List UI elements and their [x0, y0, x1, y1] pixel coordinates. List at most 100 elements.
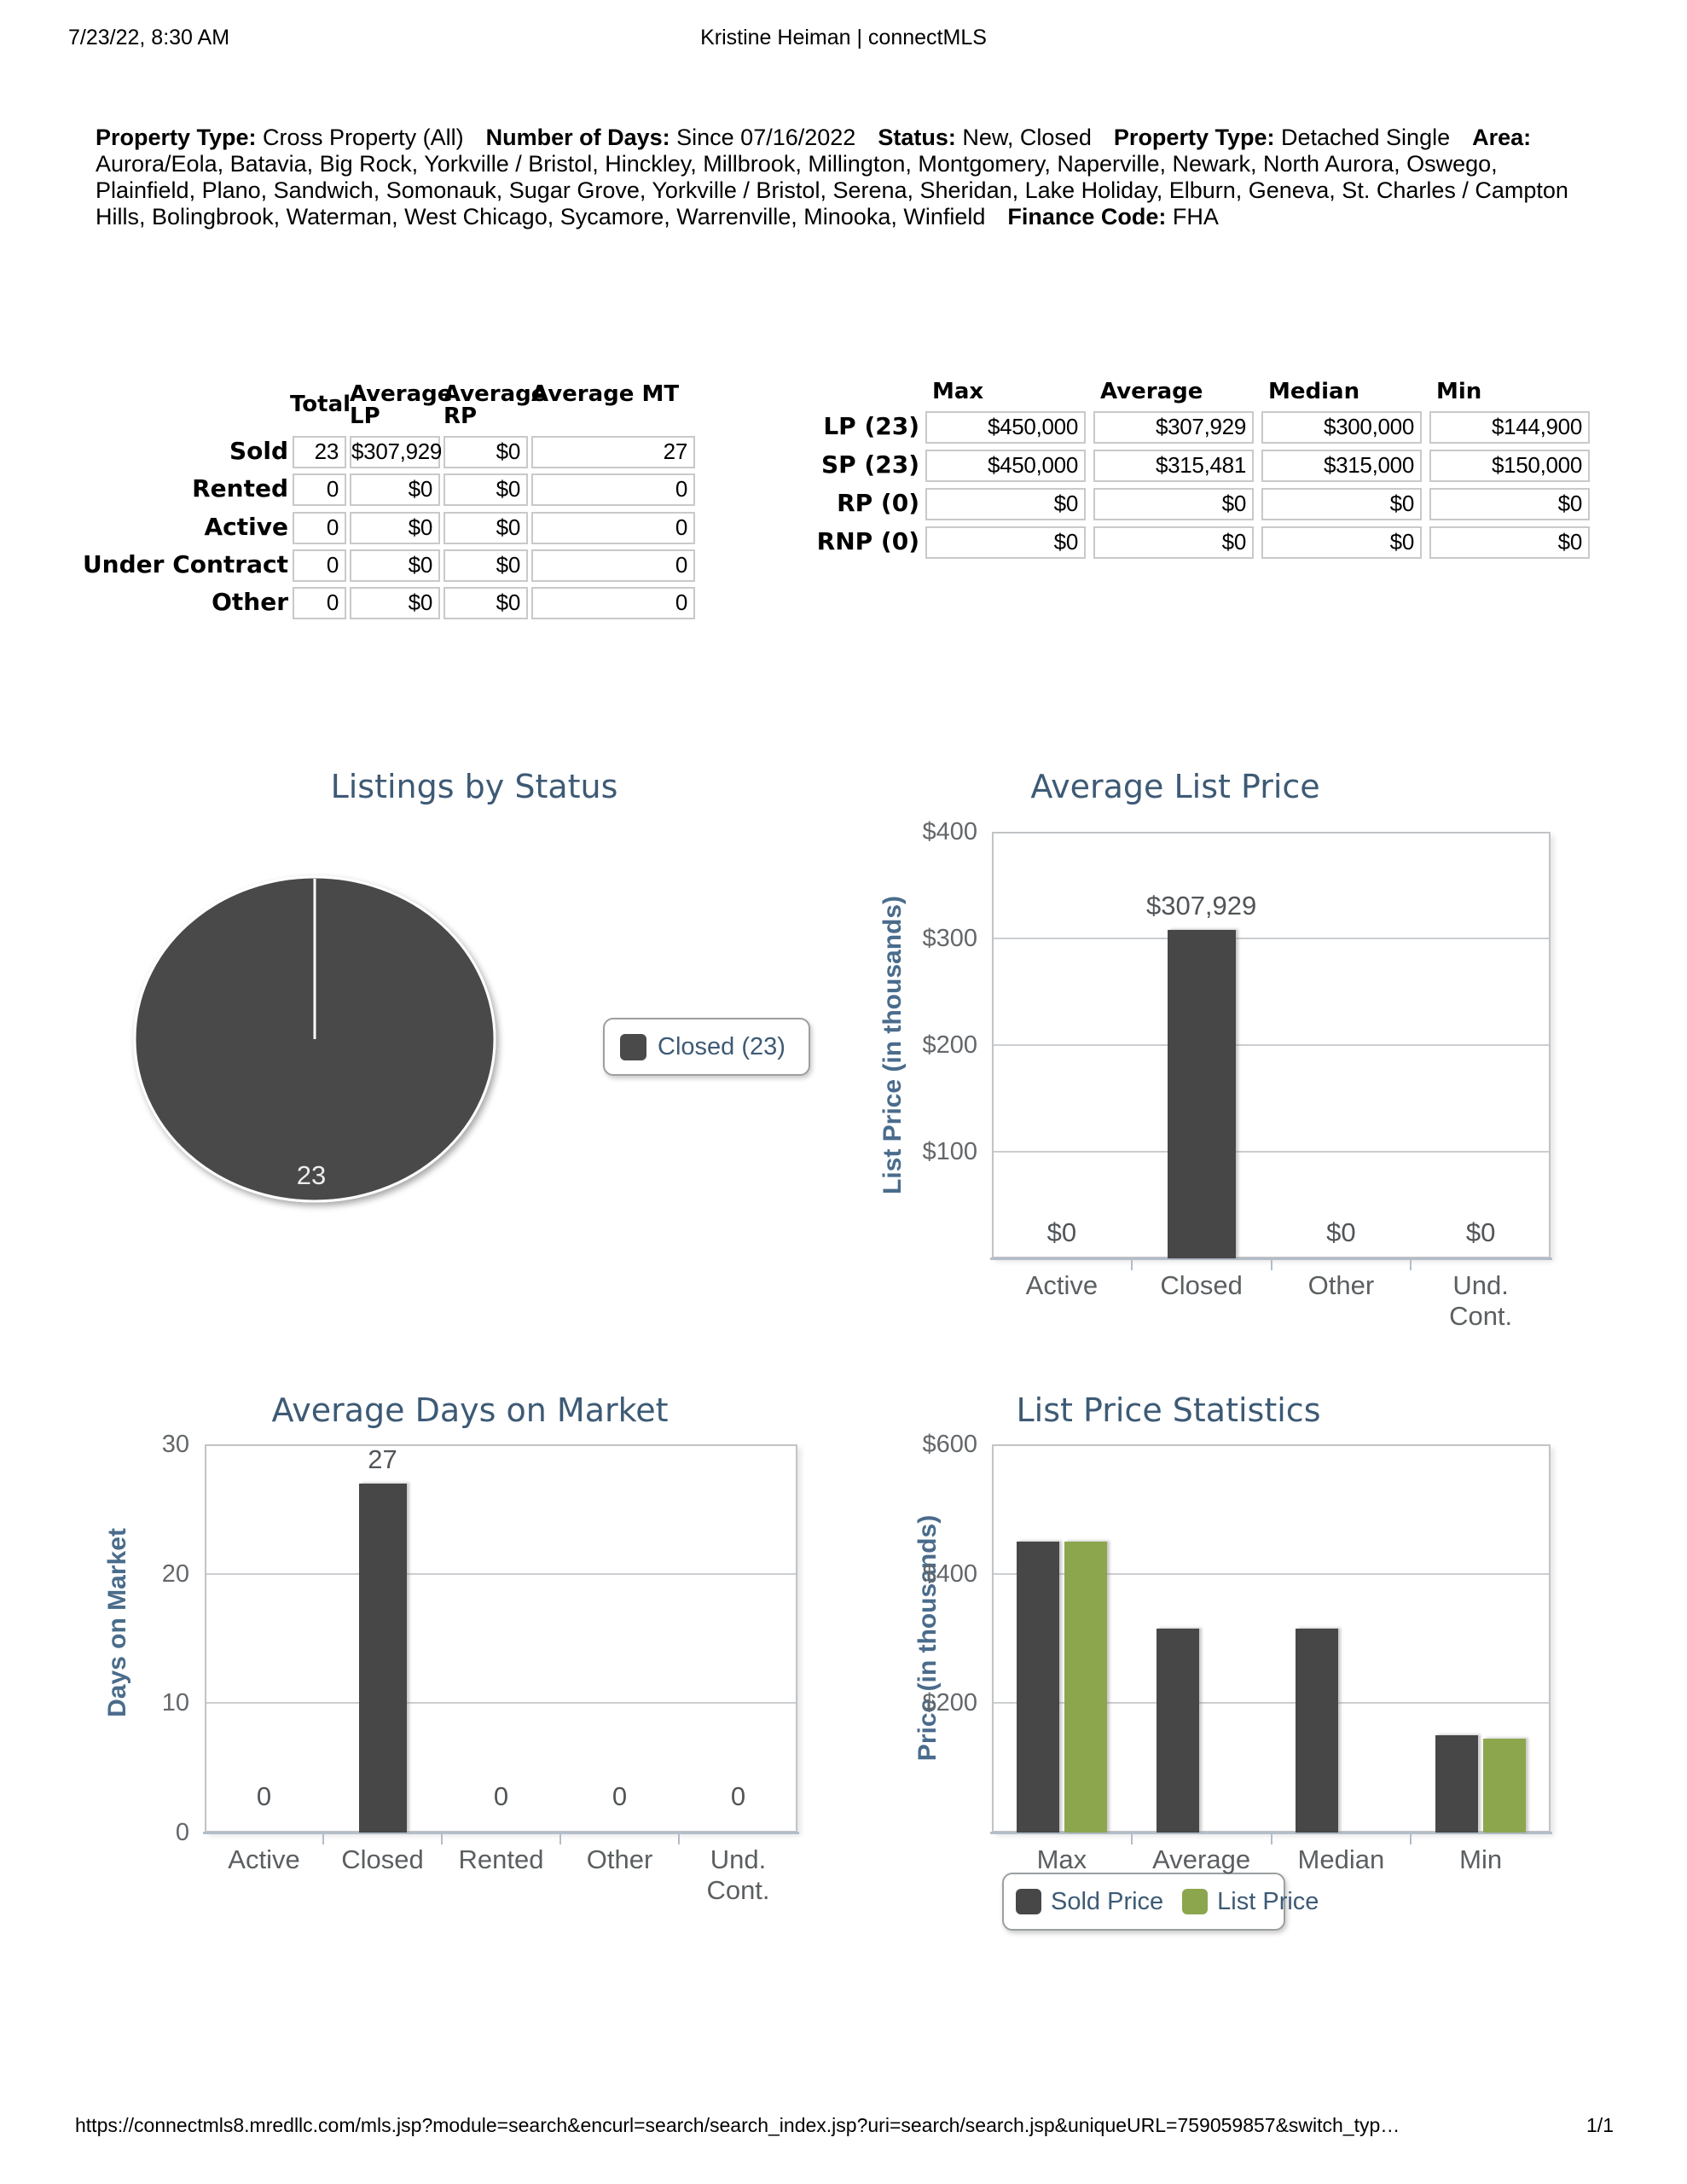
- x-axis-tick: [441, 1834, 443, 1844]
- price-table-row-label: LP (23): [823, 412, 919, 440]
- status-table-column-header: Total: [290, 392, 351, 417]
- status-table-cell: 0: [531, 473, 695, 506]
- closed-swatch: [620, 1033, 646, 1060]
- criteria-label: Area:: [1472, 125, 1532, 150]
- x-category-label: Other: [1307, 1270, 1375, 1300]
- x-category-label: Closed: [341, 1844, 424, 1874]
- bar-value-label: 27: [368, 1443, 397, 1474]
- gridline: [994, 1044, 1549, 1046]
- status-table-row-label: Sold: [229, 437, 288, 465]
- price-table-cell: $0: [1429, 488, 1590, 520]
- price-table-row-label: RNP (0): [816, 527, 919, 555]
- status-table-cell: $0: [443, 473, 528, 506]
- price-table-cell: $450,000: [925, 411, 1086, 444]
- criteria-segment: Area: Aurora/Eola, Batavia, Big Rock, Yo…: [96, 125, 1568, 229]
- x-axis-tick: [1270, 1260, 1272, 1270]
- status-table-column-header: Average LP: [350, 381, 453, 429]
- status-table-column-header: Average RP: [443, 381, 547, 429]
- x-category-label: Active: [1025, 1270, 1099, 1300]
- x-category-label: Und. Cont.: [706, 1844, 770, 1905]
- y-tick-label: $100: [922, 1138, 977, 1165]
- bar-value-label: 0: [493, 1781, 509, 1811]
- status-table-cell: $0: [350, 512, 440, 544]
- criteria-label: Status:: [878, 125, 956, 150]
- gridline: [994, 1572, 1549, 1575]
- criteria-label: Finance Code:: [1007, 204, 1167, 229]
- sold-price-legend-label: Sold Price: [1051, 1887, 1164, 1915]
- bar: [358, 1483, 407, 1833]
- y-tick-label: 20: [161, 1560, 189, 1588]
- status-table-cell: 0: [293, 549, 346, 582]
- x-axis-tick: [1410, 1834, 1412, 1844]
- price-table-cell: $0: [1261, 488, 1422, 520]
- bar-value-label: $0: [1465, 1217, 1496, 1247]
- price-table-cell: $315,481: [1093, 450, 1254, 482]
- print-footer-page: 1/1: [1586, 2114, 1614, 2136]
- status-table-cell: $0: [443, 512, 528, 544]
- price-table-cell: $0: [1261, 526, 1422, 559]
- price-table-column-header: Min: [1436, 379, 1482, 404]
- x-axis-tick: [559, 1834, 561, 1844]
- x-category-label: Active: [228, 1844, 300, 1874]
- price-table-cell: $0: [925, 488, 1086, 520]
- y-tick-label: $400: [922, 1560, 977, 1588]
- price-table-column-header: Max: [932, 379, 984, 404]
- x-category-label: Other: [586, 1844, 653, 1874]
- gridline: [994, 938, 1549, 939]
- status-table-cell: 0: [531, 512, 695, 544]
- bar: [1016, 1541, 1059, 1833]
- y-tick-label: $200: [922, 1689, 977, 1717]
- status-table-cell: $0: [350, 587, 440, 619]
- status-table-cell: 27: [531, 436, 695, 468]
- chart-title-listings-by-status: Listings by Status: [330, 768, 618, 805]
- status-table-cell: 0: [531, 549, 695, 582]
- bar: [1296, 1629, 1339, 1833]
- list-price-swatch: [1182, 1889, 1209, 1914]
- average-days-on-market-plot-area: [205, 1444, 797, 1833]
- gridline: [206, 1572, 796, 1575]
- x-axis-line: [990, 1258, 1552, 1260]
- x-axis-line: [203, 1832, 799, 1834]
- status-table-cell: 0: [293, 473, 346, 506]
- chart-title-average-days-on-market: Average Days on Market: [271, 1391, 669, 1429]
- bar: [1064, 1541, 1107, 1833]
- sold-price-swatch: [1016, 1889, 1041, 1914]
- bar: [1435, 1735, 1479, 1833]
- x-category-label: Min: [1459, 1844, 1503, 1874]
- x-axis-tick: [322, 1834, 324, 1844]
- status-table-cell: $0: [350, 549, 440, 582]
- criteria-segment: Status: New, Closed: [878, 125, 1092, 150]
- price-table-cell: $307,929: [1093, 411, 1254, 444]
- price-table-cell: $0: [1093, 526, 1254, 559]
- bar: [1483, 1739, 1527, 1833]
- status-table-cell: $0: [443, 436, 528, 468]
- price-table-row-label: SP (23): [821, 450, 919, 479]
- price-table-cell: $0: [925, 526, 1086, 559]
- price-table-cell: $450,000: [925, 450, 1086, 482]
- y-tick-label: $300: [922, 925, 977, 952]
- bar-value-label: 0: [730, 1781, 746, 1811]
- status-table-cell: $0: [443, 587, 528, 619]
- pie-legend: Closed (23): [603, 1018, 810, 1076]
- gridline: [206, 1702, 796, 1705]
- pie-legend-label: Closed (23): [658, 1032, 786, 1060]
- y-tick-label: 0: [175, 1819, 189, 1846]
- bar-value-label: 0: [256, 1781, 272, 1811]
- x-axis-tick: [1130, 1260, 1133, 1270]
- y-tick-label: 30: [161, 1431, 189, 1458]
- x-axis-tick: [678, 1834, 680, 1844]
- x-category-label: Closed: [1160, 1270, 1243, 1300]
- status-table-cell: $0: [443, 549, 528, 582]
- bar-value-label: 0: [612, 1781, 628, 1811]
- y-tick-label: $600: [922, 1431, 977, 1458]
- x-category-label: Average: [1152, 1844, 1251, 1874]
- price-table-cell: $0: [1429, 526, 1590, 559]
- x-category-label: Und. Cont.: [1449, 1270, 1513, 1331]
- y-tick-label: $200: [922, 1031, 977, 1059]
- status-table-cell: 23: [293, 436, 346, 468]
- status-table-cell: 0: [293, 512, 346, 544]
- criteria-segment: Number of Days: Since 07/16/2022: [485, 125, 856, 150]
- print-header-title: Kristine Heiman | connectMLS: [700, 26, 987, 49]
- status-table-column-header: Average MT: [531, 381, 680, 407]
- price-table-row-label: RP (0): [837, 489, 919, 517]
